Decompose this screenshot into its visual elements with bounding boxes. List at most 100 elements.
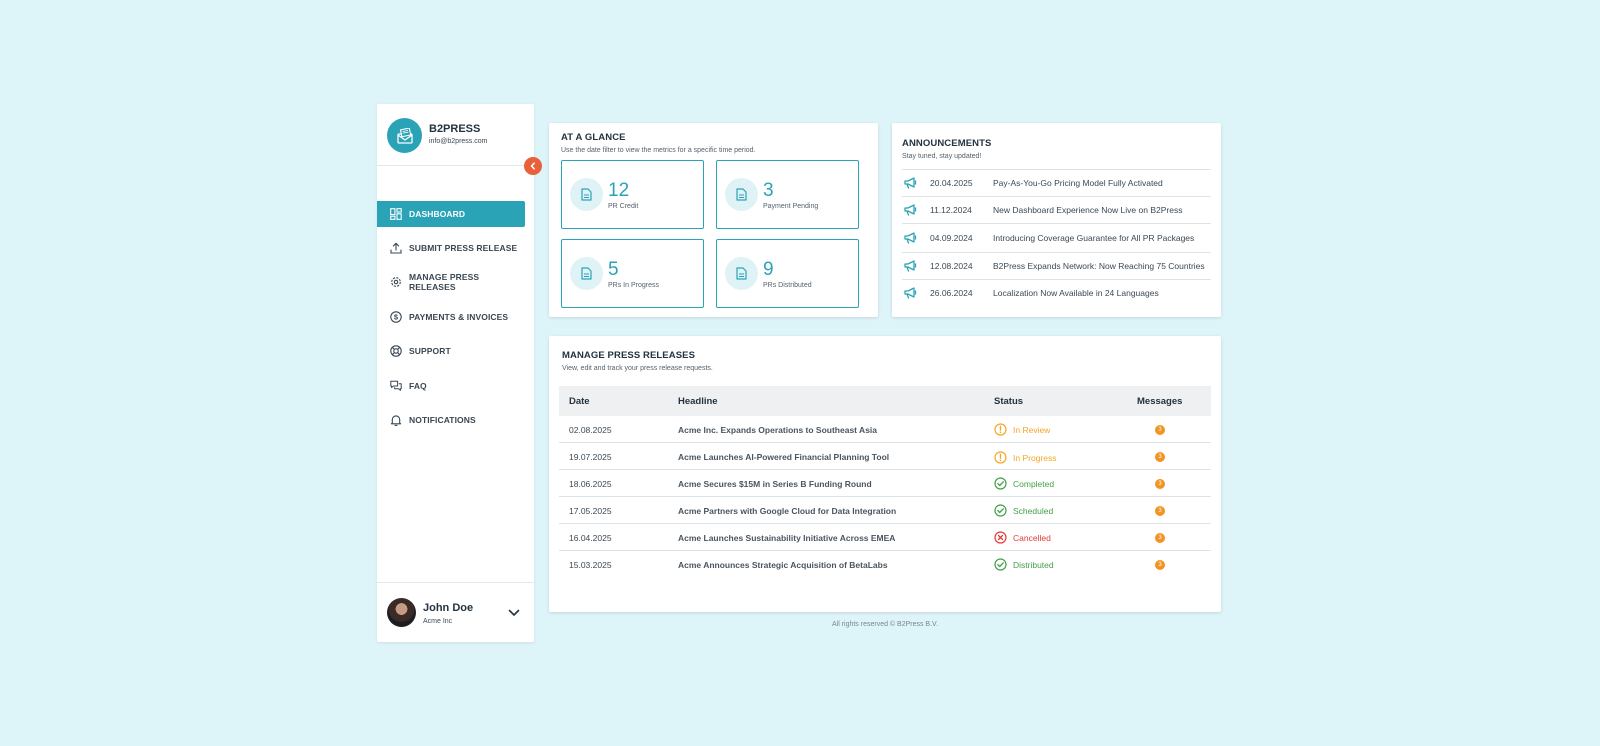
announcement-item[interactable]: 12.08.2024 B2Press Expands Network: Now … bbox=[902, 252, 1211, 279]
column-header-status[interactable]: Status bbox=[994, 396, 1024, 407]
sidebar-item-label: PAYMENTS & INVOICES bbox=[409, 312, 509, 322]
manage-subtitle: View, edit and track your press release … bbox=[562, 365, 713, 372]
metric-label: PRs In Progress bbox=[608, 282, 659, 289]
metric-value: 5 bbox=[608, 259, 619, 280]
announcements-card: ANNOUNCEMENTS Stay tuned, stay updated! … bbox=[892, 123, 1221, 317]
sidebar-item-label: DASHBOARD bbox=[409, 209, 466, 219]
chevron-left-icon bbox=[530, 162, 535, 170]
announcement-item[interactable]: 11.12.2024 New Dashboard Experience Now … bbox=[902, 196, 1211, 223]
gear-icon bbox=[390, 276, 402, 288]
sidebar-item-support[interactable]: SUPPORT bbox=[377, 338, 525, 364]
glance-title: AT A GLANCE bbox=[561, 132, 626, 143]
sidebar-item-faq[interactable]: FAQ bbox=[377, 373, 525, 399]
status-text: In Review bbox=[1013, 424, 1051, 435]
document-icon bbox=[725, 257, 758, 290]
status-text: Scheduled bbox=[1013, 505, 1054, 516]
row-headline[interactable]: Acme Secures $15M in Series B Funding Ro… bbox=[678, 479, 872, 489]
sidebar-item-notifications[interactable]: NOTIFICATIONS bbox=[377, 407, 525, 433]
announcements-title: ANNOUNCEMENTS bbox=[902, 138, 992, 149]
collapse-sidebar-button[interactable] bbox=[524, 157, 542, 175]
announcement-date: 11.12.2024 bbox=[930, 205, 972, 215]
check-circle-icon bbox=[994, 477, 1007, 490]
status-badge: Completed bbox=[994, 477, 1054, 490]
sidebar-item-payments-invoices[interactable]: $ PAYMENTS & INVOICES bbox=[377, 304, 525, 330]
sidebar-item-manage-press-releases[interactable]: MANAGE PRESS RELEASES bbox=[377, 269, 525, 295]
row-headline[interactable]: Acme Launches Sustainability Initiative … bbox=[678, 533, 896, 543]
glance-subtitle: Use the date filter to view the metrics … bbox=[561, 147, 756, 154]
avatar bbox=[387, 598, 416, 627]
document-icon bbox=[570, 178, 603, 211]
row-headline[interactable]: Acme Partners with Google Cloud for Data… bbox=[678, 506, 897, 516]
announcement-item[interactable]: 04.09.2024 Introducing Coverage Guarante… bbox=[902, 223, 1211, 252]
status-text: In Progress bbox=[1013, 452, 1057, 463]
metric-value: 12 bbox=[608, 180, 630, 201]
chat-icon bbox=[390, 380, 402, 392]
row-date: 17.05.2025 bbox=[569, 506, 612, 516]
cancel-circle-icon bbox=[994, 531, 1007, 544]
megaphone-icon bbox=[904, 177, 920, 189]
megaphone-icon bbox=[904, 260, 920, 272]
row-headline[interactable]: Acme Inc. Expands Operations to Southeas… bbox=[678, 425, 878, 435]
announcement-text: Localization Now Available in 24 Languag… bbox=[993, 288, 1159, 298]
message-count-badge[interactable]: 3 bbox=[1155, 425, 1165, 435]
column-header-headline[interactable]: Headline bbox=[678, 396, 718, 407]
megaphone-icon bbox=[904, 287, 920, 299]
table-row[interactable]: 15.03.2025 Acme Announces Strategic Acqu… bbox=[559, 551, 1211, 578]
user-menu[interactable]: John Doe Acme Inc bbox=[377, 582, 534, 642]
message-count-badge[interactable]: 3 bbox=[1155, 452, 1165, 462]
check-circle-icon bbox=[994, 504, 1007, 517]
brand-email: info@b2press.com bbox=[429, 138, 488, 145]
column-header-date[interactable]: Date bbox=[569, 396, 590, 407]
status-badge: Cancelled bbox=[994, 531, 1051, 544]
sidebar-item-submit-press-release[interactable]: SUBMIT PRESS RELEASE bbox=[377, 235, 525, 261]
document-icon bbox=[725, 178, 758, 211]
manage-title: MANAGE PRESS RELEASES bbox=[562, 350, 696, 361]
brand-logo[interactable] bbox=[387, 118, 422, 153]
sidebar-item-dashboard[interactable]: DASHBOARD bbox=[377, 201, 525, 227]
announcement-item[interactable]: 26.06.2024 Localization Now Available in… bbox=[902, 279, 1211, 306]
table-row[interactable]: 16.04.2025 Acme Launches Sustainability … bbox=[559, 524, 1211, 551]
metric-prs-distributed[interactable]: 9 PRs Distributed bbox=[716, 239, 859, 308]
metric-label: Payment Pending bbox=[763, 203, 819, 210]
user-name: John Doe bbox=[423, 602, 474, 614]
metric-label: PRs Distributed bbox=[763, 282, 812, 289]
warning-circle-icon bbox=[994, 423, 1007, 436]
column-header-messages[interactable]: Messages bbox=[1137, 396, 1183, 407]
table-row[interactable]: 18.06.2025 Acme Secures $15M in Series B… bbox=[559, 470, 1211, 497]
announcement-date: 20.04.2025 bbox=[930, 178, 973, 188]
sidebar: B2PRESS info@b2press.com DASHBOARD bbox=[377, 104, 542, 642]
announcement-item[interactable]: 20.04.2025 Pay-As-You-Go Pricing Model F… bbox=[902, 169, 1211, 196]
manage-press-releases-card: MANAGE PRESS RELEASES View, edit and tra… bbox=[549, 336, 1221, 612]
sidebar-item-label: SUBMIT PRESS RELEASE bbox=[409, 243, 518, 253]
user-company: Acme Inc bbox=[423, 618, 453, 625]
brand-header: B2PRESS info@b2press.com bbox=[377, 104, 534, 166]
row-headline[interactable]: Acme Announces Strategic Acquisition of … bbox=[678, 560, 888, 570]
at-a-glance-card: AT A GLANCE Use the date filter to view … bbox=[549, 123, 878, 317]
metric-payment-pending[interactable]: 3 Payment Pending bbox=[716, 160, 859, 229]
status-badge: Distributed bbox=[994, 558, 1054, 571]
chevron-down-icon[interactable] bbox=[508, 608, 520, 618]
announcement-text: Introducing Coverage Guarantee for All P… bbox=[993, 233, 1195, 243]
table-row[interactable]: 17.05.2025 Acme Partners with Google Clo… bbox=[559, 497, 1211, 524]
table-row[interactable]: 19.07.2025 Acme Launches AI-Powered Fina… bbox=[559, 443, 1211, 470]
row-headline[interactable]: Acme Launches AI-Powered Financial Plann… bbox=[678, 452, 890, 462]
row-date: 16.04.2025 bbox=[569, 533, 612, 543]
upload-icon bbox=[390, 242, 402, 254]
message-count-badge[interactable]: 3 bbox=[1155, 479, 1165, 489]
status-text: Completed bbox=[1013, 478, 1055, 489]
metric-prs-in-progress[interactable]: 5 PRs In Progress bbox=[561, 239, 704, 308]
message-count-badge[interactable]: 3 bbox=[1155, 506, 1165, 516]
message-count-badge[interactable]: 3 bbox=[1155, 560, 1165, 570]
lifebuoy-icon bbox=[390, 345, 402, 357]
table-row[interactable]: 02.08.2025 Acme Inc. Expands Operations … bbox=[559, 416, 1211, 443]
brand-name: B2PRESS bbox=[429, 123, 481, 135]
row-date: 19.07.2025 bbox=[569, 452, 612, 462]
announcement-date: 04.09.2024 bbox=[930, 233, 973, 243]
announcement-text: New Dashboard Experience Now Live on B2P… bbox=[993, 205, 1183, 215]
sidebar-item-label: SUPPORT bbox=[409, 346, 451, 356]
metric-pr-credit[interactable]: 12 PR Credit bbox=[561, 160, 704, 229]
message-count-badge[interactable]: 3 bbox=[1155, 533, 1165, 543]
sidebar-item-label: MANAGE PRESS RELEASES bbox=[409, 272, 480, 292]
check-circle-icon bbox=[994, 558, 1007, 571]
announcement-date: 12.08.2024 bbox=[930, 261, 973, 271]
